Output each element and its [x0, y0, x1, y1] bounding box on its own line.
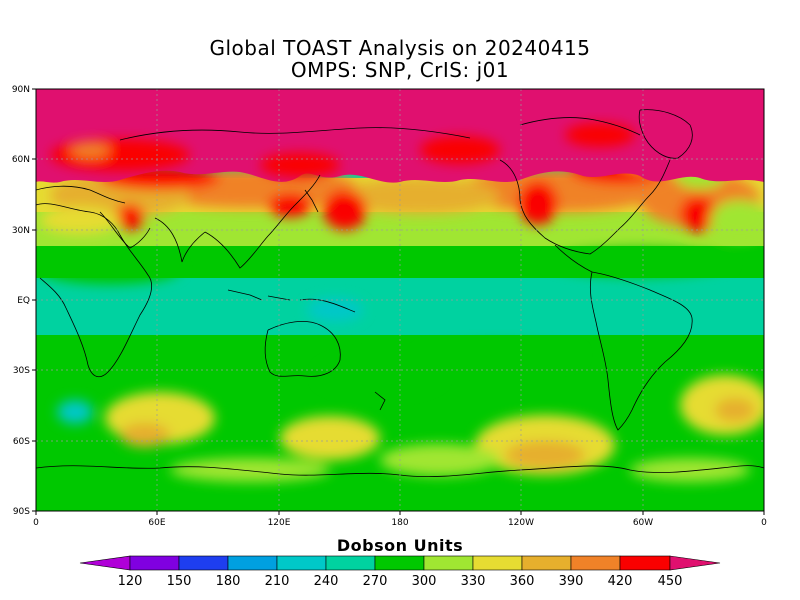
tick-marks [32, 88, 765, 515]
colorbar-title: Dobson Units [336, 536, 464, 555]
ozone-field [36, 89, 764, 511]
lon-label: 60E [148, 518, 165, 528]
colorbar-tick-label: 210 [265, 574, 290, 589]
colorbar-tick-label: 450 [658, 574, 683, 589]
chart-subtitle: OMPS: SNP, CrIS: j01 [290, 58, 510, 82]
colorbar-bin [570, 555, 621, 571]
lat-label: 90S [13, 507, 30, 517]
colorbar-tick-label: 420 [608, 574, 633, 589]
colorbar-over-arrow [669, 555, 721, 571]
colorbar-tick-label: 180 [216, 574, 241, 589]
lon-label: 0 [33, 518, 39, 528]
colorbar-under-arrow [79, 555, 131, 571]
colorbar-bin [227, 555, 278, 571]
colorbar-tick-label: 360 [510, 574, 535, 589]
colorbar-bin [619, 555, 671, 571]
colorbar-bin [423, 555, 474, 571]
gridlines [36, 89, 764, 511]
colorbar-bin [129, 555, 180, 571]
colorbar-bin [325, 555, 376, 571]
colorbar-tick-label: 120 [118, 574, 143, 589]
colorbar-tick-label: 390 [559, 574, 584, 589]
lat-label: 60N [12, 155, 30, 165]
longitude-labels: 0 60E 120E 180 120W 60W 0 [33, 518, 767, 528]
lon-label: 180 [391, 518, 408, 528]
colorbar-bin [178, 555, 229, 571]
lon-label: 60W [633, 518, 653, 528]
colorbar-bin [472, 555, 523, 571]
lon-label: 120E [268, 518, 291, 528]
lat-label: 30S [13, 366, 30, 376]
lat-label: 60S [13, 437, 30, 447]
lat-label: EQ [17, 296, 30, 306]
colorbar: 120 150 180 210 240 270 300 330 360 390 … [79, 555, 721, 589]
coastlines [36, 109, 764, 478]
colorbar-tick-label: 300 [412, 574, 437, 589]
lat-label: 30N [12, 226, 30, 236]
chart-title: Global TOAST Analysis on 20240415 [209, 36, 591, 60]
colorbar-tick-label: 270 [363, 574, 388, 589]
lon-label: 0 [761, 518, 767, 528]
colorbar-bin [276, 555, 327, 571]
lat-label: 90N [12, 85, 30, 95]
colorbar-tick-label: 150 [167, 574, 192, 589]
colorbar-tick-label: 240 [314, 574, 339, 589]
colorbar-tick-label: 330 [461, 574, 486, 589]
latitude-labels: 90N 60N 30N EQ 30S 60S 90S [12, 85, 30, 517]
colorbar-bin [374, 555, 425, 571]
lon-label: 120W [508, 518, 534, 528]
colorbar-bin [521, 555, 572, 571]
